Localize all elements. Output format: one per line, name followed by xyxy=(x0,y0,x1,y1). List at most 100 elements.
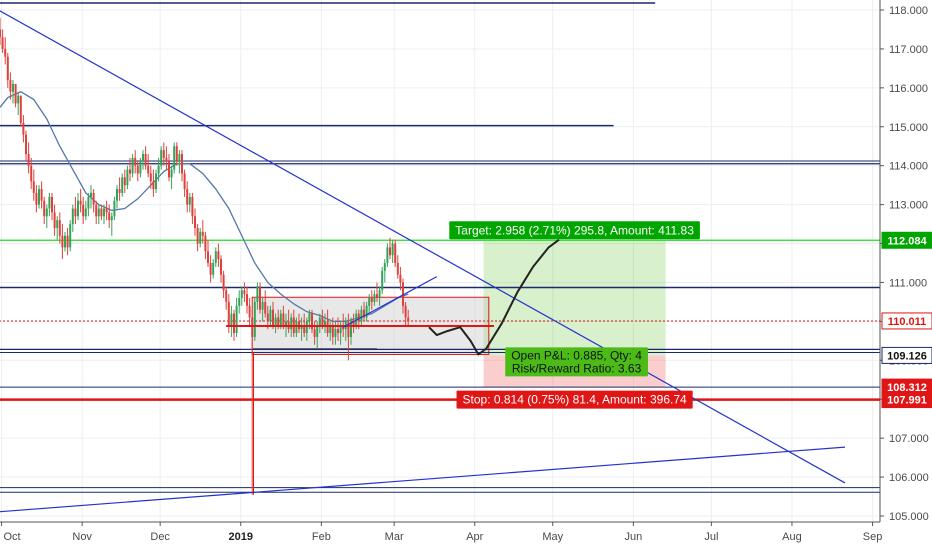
candle xyxy=(108,204,111,228)
candle-body xyxy=(290,317,293,330)
candle-body xyxy=(274,317,277,326)
candle-body xyxy=(305,321,308,334)
y-tick-label: 115.000 xyxy=(889,122,928,134)
candle xyxy=(103,204,105,225)
candle-body xyxy=(204,235,207,252)
candle-body xyxy=(269,309,272,322)
candle-body xyxy=(123,177,126,186)
candle xyxy=(196,224,199,252)
candle xyxy=(9,72,12,100)
candle-body xyxy=(95,204,98,217)
candle-body xyxy=(233,313,235,334)
candle-body xyxy=(196,227,199,244)
candle xyxy=(84,200,87,221)
candle-body xyxy=(235,305,238,334)
y-tick-label: 118.000 xyxy=(889,5,928,17)
candle-body xyxy=(386,247,389,263)
price-badge-label: 107.991 xyxy=(887,395,927,407)
candle-body xyxy=(188,196,191,205)
candle xyxy=(116,185,118,209)
candle-body xyxy=(246,294,248,306)
candle-body xyxy=(129,169,131,174)
candle xyxy=(209,255,212,283)
candle xyxy=(58,212,61,244)
candle xyxy=(175,142,178,166)
candle-body xyxy=(181,154,183,174)
candle xyxy=(222,270,225,299)
candle-body xyxy=(17,95,20,104)
candle-body xyxy=(191,196,194,217)
candle xyxy=(45,204,48,228)
candle-body xyxy=(56,220,59,228)
candle xyxy=(162,142,165,166)
candle-body xyxy=(329,325,332,334)
candle-body xyxy=(1,37,4,49)
candle-body xyxy=(118,189,121,193)
candle-body xyxy=(326,321,329,334)
candle xyxy=(256,282,259,310)
candle-body xyxy=(100,208,103,217)
candle xyxy=(264,290,267,318)
candle xyxy=(404,301,407,326)
candle xyxy=(261,298,264,322)
candle xyxy=(71,204,74,232)
candle xyxy=(4,37,7,65)
candle-body xyxy=(277,317,280,326)
candle xyxy=(386,243,389,267)
candle-body xyxy=(389,247,391,256)
candle xyxy=(191,192,194,225)
candle-body xyxy=(79,200,82,205)
candle xyxy=(51,192,53,221)
candle xyxy=(220,255,222,283)
candle-body xyxy=(391,243,394,256)
y-tick-label: 116.000 xyxy=(889,83,928,95)
candle-body xyxy=(331,325,334,337)
trend-line xyxy=(342,276,438,328)
candle xyxy=(402,278,404,314)
candle-body xyxy=(259,286,261,310)
y-tick-label: 111.000 xyxy=(889,277,927,289)
x-tick-label: Feb xyxy=(312,531,331,543)
candle xyxy=(165,146,168,170)
candle xyxy=(43,196,46,225)
price-badge-label: 112.084 xyxy=(887,235,927,247)
candle-body xyxy=(58,220,61,236)
candle xyxy=(251,309,254,495)
price-badge: 110.011 xyxy=(881,312,932,330)
candle xyxy=(38,185,40,209)
candle xyxy=(97,204,100,225)
candle-body xyxy=(170,169,173,178)
candle-body xyxy=(399,274,402,283)
price-badge-bg xyxy=(881,346,932,364)
candle-body xyxy=(337,329,339,334)
candle-body xyxy=(97,208,100,217)
candle-body xyxy=(220,259,222,275)
candle xyxy=(204,231,207,260)
candle-body xyxy=(396,263,399,275)
price-badge: 107.991 xyxy=(881,391,932,409)
candle xyxy=(1,29,4,53)
candle xyxy=(110,212,113,236)
candle-body xyxy=(256,286,259,302)
candle-body xyxy=(155,173,157,190)
y-tick-label: 106.000 xyxy=(889,472,929,484)
candle xyxy=(126,165,129,190)
x-tick-label: Apr xyxy=(466,531,483,543)
candle-body xyxy=(61,235,64,248)
candle xyxy=(201,220,204,244)
candle-body xyxy=(350,321,352,337)
candle-body xyxy=(222,274,225,291)
candle-body xyxy=(217,251,220,260)
price-badge: 109.126 xyxy=(881,346,932,364)
candle xyxy=(30,157,33,190)
candle-body xyxy=(162,150,165,158)
stop-label-text: Stop: 0.814 (0.75%) 81.4, Amount: 396.74 xyxy=(463,393,687,407)
candle-body xyxy=(134,157,137,166)
candle-body xyxy=(25,134,27,155)
candle xyxy=(0,17,1,46)
stop-label: Stop: 0.814 (0.75%) 81.4, Amount: 396.74 xyxy=(456,390,693,409)
candle xyxy=(149,165,152,190)
candle xyxy=(396,255,399,279)
moving-average-line xyxy=(0,91,409,323)
